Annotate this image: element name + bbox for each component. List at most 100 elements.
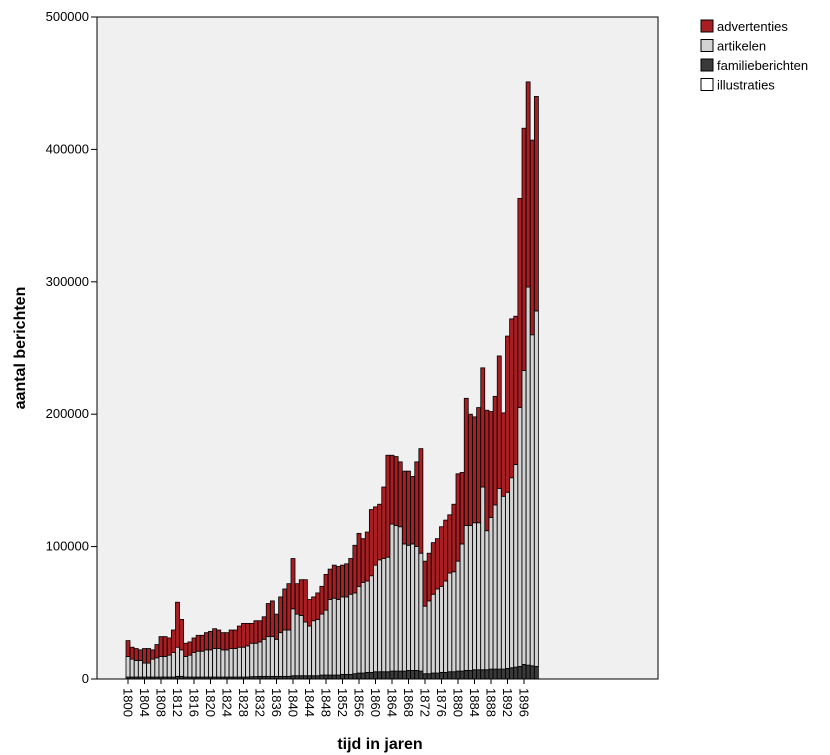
bar-familieberichten-1847 [319, 674, 325, 680]
bar-artikelen-1864 [389, 523, 395, 672]
bars-group [125, 81, 539, 680]
legend-swatch-illustraties [700, 78, 714, 91]
bar-artikelen-1854 [348, 593, 354, 675]
bar-advertenties-1875 [434, 538, 440, 590]
bar-advertenties-1884 [472, 416, 477, 524]
bar-advertenties-1831 [253, 620, 259, 644]
bar-advertenties-1855 [352, 544, 358, 594]
legend-label-advertenties: advertenties [717, 19, 788, 34]
x-tick-label: 1840 [286, 688, 301, 717]
bar-artikelen-1841 [294, 613, 300, 677]
bar-artikelen-1848 [323, 609, 329, 676]
bar-advertenties-1858 [364, 531, 370, 582]
bar-advertenties-1880 [455, 473, 461, 562]
bar-familieberichten-1893 [509, 667, 515, 680]
bar-artikelen-1827 [236, 646, 242, 678]
bar-advertenties-1876 [439, 526, 444, 587]
x-tick-label: 1864 [385, 688, 400, 717]
bar-artikelen-1837 [278, 632, 284, 677]
bar-artikelen-1801 [129, 658, 135, 678]
bar-artikelen-1832 [257, 641, 263, 677]
bar-familieberichten-1854 [348, 673, 354, 680]
bar-artikelen-1816 [191, 652, 197, 678]
bar-artikelen-1840 [290, 608, 296, 677]
bar-familieberichten-1874 [430, 672, 436, 680]
bar-familieberichten-1867 [401, 670, 407, 680]
x-tick-label: 1804 [137, 688, 152, 717]
bar-advertenties-1826 [232, 629, 238, 649]
bar-advertenties-1899 [533, 96, 539, 312]
bar-advertenties-1893 [509, 318, 515, 479]
bar-artikelen-1804 [142, 662, 147, 678]
bar-artikelen-1875 [434, 588, 440, 674]
bar-familieberichten-1881 [459, 670, 465, 680]
bar-artikelen-1855 [352, 592, 358, 675]
bar-advertenties-1802 [133, 648, 139, 661]
legend-swatch-artikelen [700, 39, 714, 52]
bar-advertenties-1829 [245, 622, 251, 647]
bar-familieberichten-1880 [455, 670, 461, 680]
bar-artikelen-1849 [327, 599, 333, 676]
bar-artikelen-1821 [212, 648, 218, 678]
bar-advertenties-1887 [484, 409, 490, 532]
bar-advertenties-1816 [191, 637, 197, 653]
bar-familieberichten-1863 [385, 671, 391, 680]
bar-advertenties-1898 [529, 139, 535, 336]
bar-familieberichten-1849 [327, 674, 333, 680]
bar-familieberichten-1879 [451, 671, 457, 680]
bar-advertenties-1840 [290, 558, 296, 610]
bar-advertenties-1848 [323, 574, 329, 611]
bar-artikelen-1826 [232, 648, 238, 678]
bar-advertenties-1807 [154, 644, 160, 659]
legend-label-illustraties: illustraties [717, 78, 775, 93]
bar-familieberichten-1894 [513, 666, 519, 680]
bar-artikelen-1843 [302, 621, 308, 677]
bar-advertenties-1825 [228, 629, 234, 649]
bar-advertenties-1827 [236, 625, 242, 648]
bar-advertenties-1877 [443, 519, 449, 582]
bar-artikelen-1870 [414, 546, 420, 671]
bar-artikelen-1817 [195, 650, 201, 678]
bar-advertenties-1849 [327, 568, 333, 600]
bar-advertenties-1815 [187, 641, 193, 656]
bar-familieberichten-1858 [364, 671, 370, 680]
bar-artikelen-1808 [158, 656, 164, 678]
bar-advertenties-1891 [500, 412, 506, 497]
bar-artikelen-1818 [199, 650, 205, 678]
bar-familieberichten-1884 [472, 669, 477, 680]
bar-artikelen-1898 [529, 334, 535, 667]
bar-familieberichten-1868 [406, 669, 411, 680]
bar-artikelen-1881 [459, 543, 465, 672]
bar-artikelen-1819 [203, 649, 209, 678]
bar-artikelen-1810 [166, 654, 172, 678]
bar-artikelen-1858 [364, 580, 370, 673]
bar-familieberichten-1898 [529, 665, 535, 680]
bar-familieberichten-1873 [426, 673, 432, 680]
legend: advertenties artikelen familieberichten ill… [700, 19, 808, 93]
bar-advertenties-1854 [348, 558, 354, 595]
bar-advertenties-1868 [406, 470, 411, 546]
bar-familieberichten-1862 [381, 671, 387, 680]
bar-artikelen-1850 [331, 597, 337, 676]
x-tick-label: 1868 [401, 688, 416, 717]
bar-advertenties-1863 [385, 454, 391, 558]
y-axis-title: aantal berichten [12, 287, 29, 410]
bar-advertenties-1866 [397, 461, 403, 528]
y-tick-label: 500000 [46, 9, 89, 24]
bar-familieberichten-1870 [414, 669, 420, 680]
bar-advertenties-1806 [150, 649, 156, 660]
bar-artikelen-1853 [344, 596, 350, 675]
bar-advertenties-1864 [389, 454, 395, 525]
bar-familieberichten-1886 [480, 669, 486, 680]
bar-artikelen-1892 [505, 491, 510, 669]
bar-advertenties-1886 [480, 367, 486, 488]
x-tick-label: 1816 [187, 688, 202, 717]
bar-artikelen-1824 [224, 649, 230, 678]
bar-familieberichten-1864 [389, 670, 395, 680]
bar-advertenties-1865 [393, 456, 399, 526]
bar-advertenties-1862 [381, 486, 387, 559]
bar-familieberichten-1875 [434, 672, 440, 680]
x-tick-label: 1892 [500, 688, 515, 717]
bar-familieberichten-1872 [422, 673, 428, 680]
legend-label-familieberichten: familieberichten [717, 58, 808, 73]
